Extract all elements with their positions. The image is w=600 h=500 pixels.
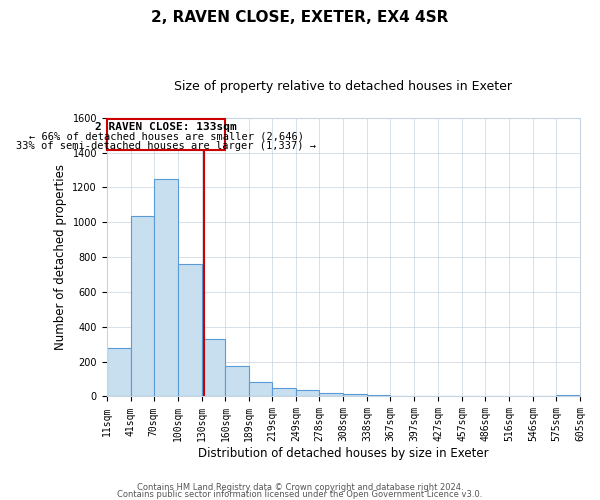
Bar — [248, 382, 272, 396]
Bar — [131, 216, 154, 396]
Title: Size of property relative to detached houses in Exeter: Size of property relative to detached ho… — [175, 80, 512, 93]
Text: Contains HM Land Registry data © Crown copyright and database right 2024.: Contains HM Land Registry data © Crown c… — [137, 484, 463, 492]
Text: 2 RAVEN CLOSE: 133sqm: 2 RAVEN CLOSE: 133sqm — [95, 122, 237, 132]
Y-axis label: Number of detached properties: Number of detached properties — [54, 164, 67, 350]
Text: Contains public sector information licensed under the Open Government Licence v3: Contains public sector information licen… — [118, 490, 482, 499]
Bar — [107, 348, 131, 397]
Bar — [154, 178, 178, 396]
Bar — [272, 388, 296, 396]
Bar — [178, 264, 202, 396]
Text: 33% of semi-detached houses are larger (1,337) →: 33% of semi-detached houses are larger (… — [16, 141, 316, 151]
Text: 2, RAVEN CLOSE, EXETER, EX4 4SR: 2, RAVEN CLOSE, EXETER, EX4 4SR — [151, 10, 449, 25]
Bar — [556, 395, 580, 396]
Text: ← 66% of detached houses are smaller (2,646): ← 66% of detached houses are smaller (2,… — [29, 132, 304, 141]
Bar — [202, 339, 226, 396]
Bar — [343, 394, 367, 396]
X-axis label: Distribution of detached houses by size in Exeter: Distribution of detached houses by size … — [198, 447, 488, 460]
FancyBboxPatch shape — [107, 118, 226, 150]
Bar — [226, 366, 248, 396]
Bar — [319, 393, 343, 396]
Bar — [296, 390, 319, 396]
Bar — [367, 394, 391, 396]
